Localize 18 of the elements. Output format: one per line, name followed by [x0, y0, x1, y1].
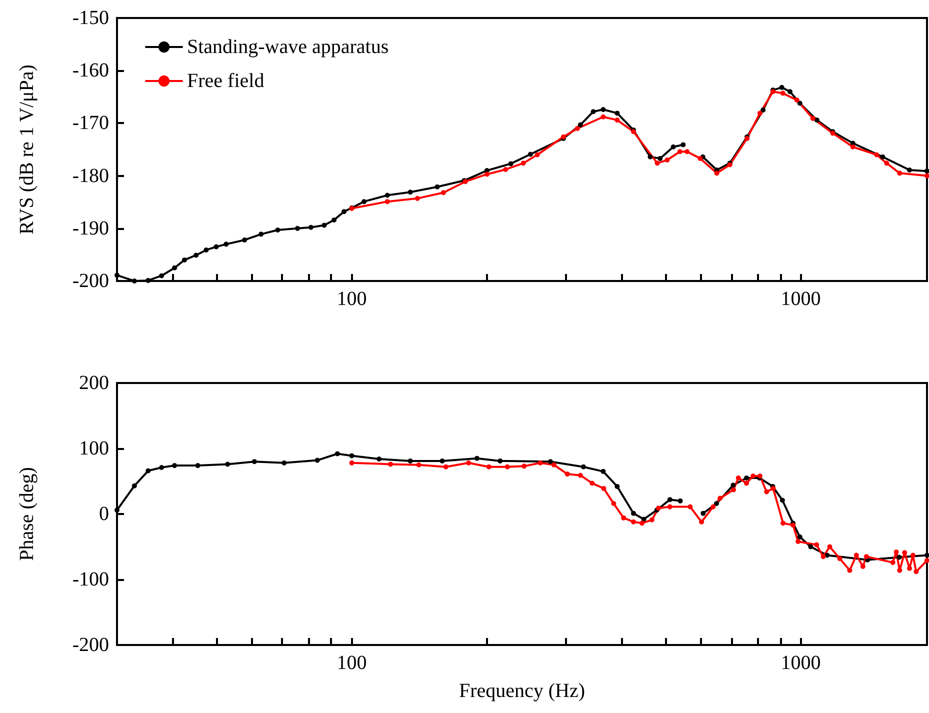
y-tick-label: -160	[72, 60, 109, 82]
x-tick-label: 1000	[780, 652, 821, 674]
y-tick-label: -200	[72, 270, 109, 292]
y-tick-label: -180	[72, 164, 109, 187]
y-axis-title: RVS (dB re 1 V/μPa)	[16, 64, 38, 234]
y-tick-label: -170	[72, 112, 109, 134]
x-tick-label: 1000	[780, 288, 821, 310]
y-tick-label: 100	[79, 438, 109, 460]
x-axis-title: Frequency (Hz)	[458, 680, 586, 702]
y-tick-label: 200	[79, 372, 109, 394]
y-tick-label: -100	[72, 568, 109, 590]
legend-label: Free field	[187, 70, 264, 92]
y-tick-label: -200	[72, 634, 109, 656]
y-axis-title: Phase (deg)	[16, 467, 38, 561]
y-tick-label: 0	[99, 503, 109, 525]
legend-label: Standing-wave apparatus	[187, 36, 389, 58]
y-tick-label: -190	[72, 217, 109, 240]
y-tick-label: -150	[72, 7, 109, 29]
